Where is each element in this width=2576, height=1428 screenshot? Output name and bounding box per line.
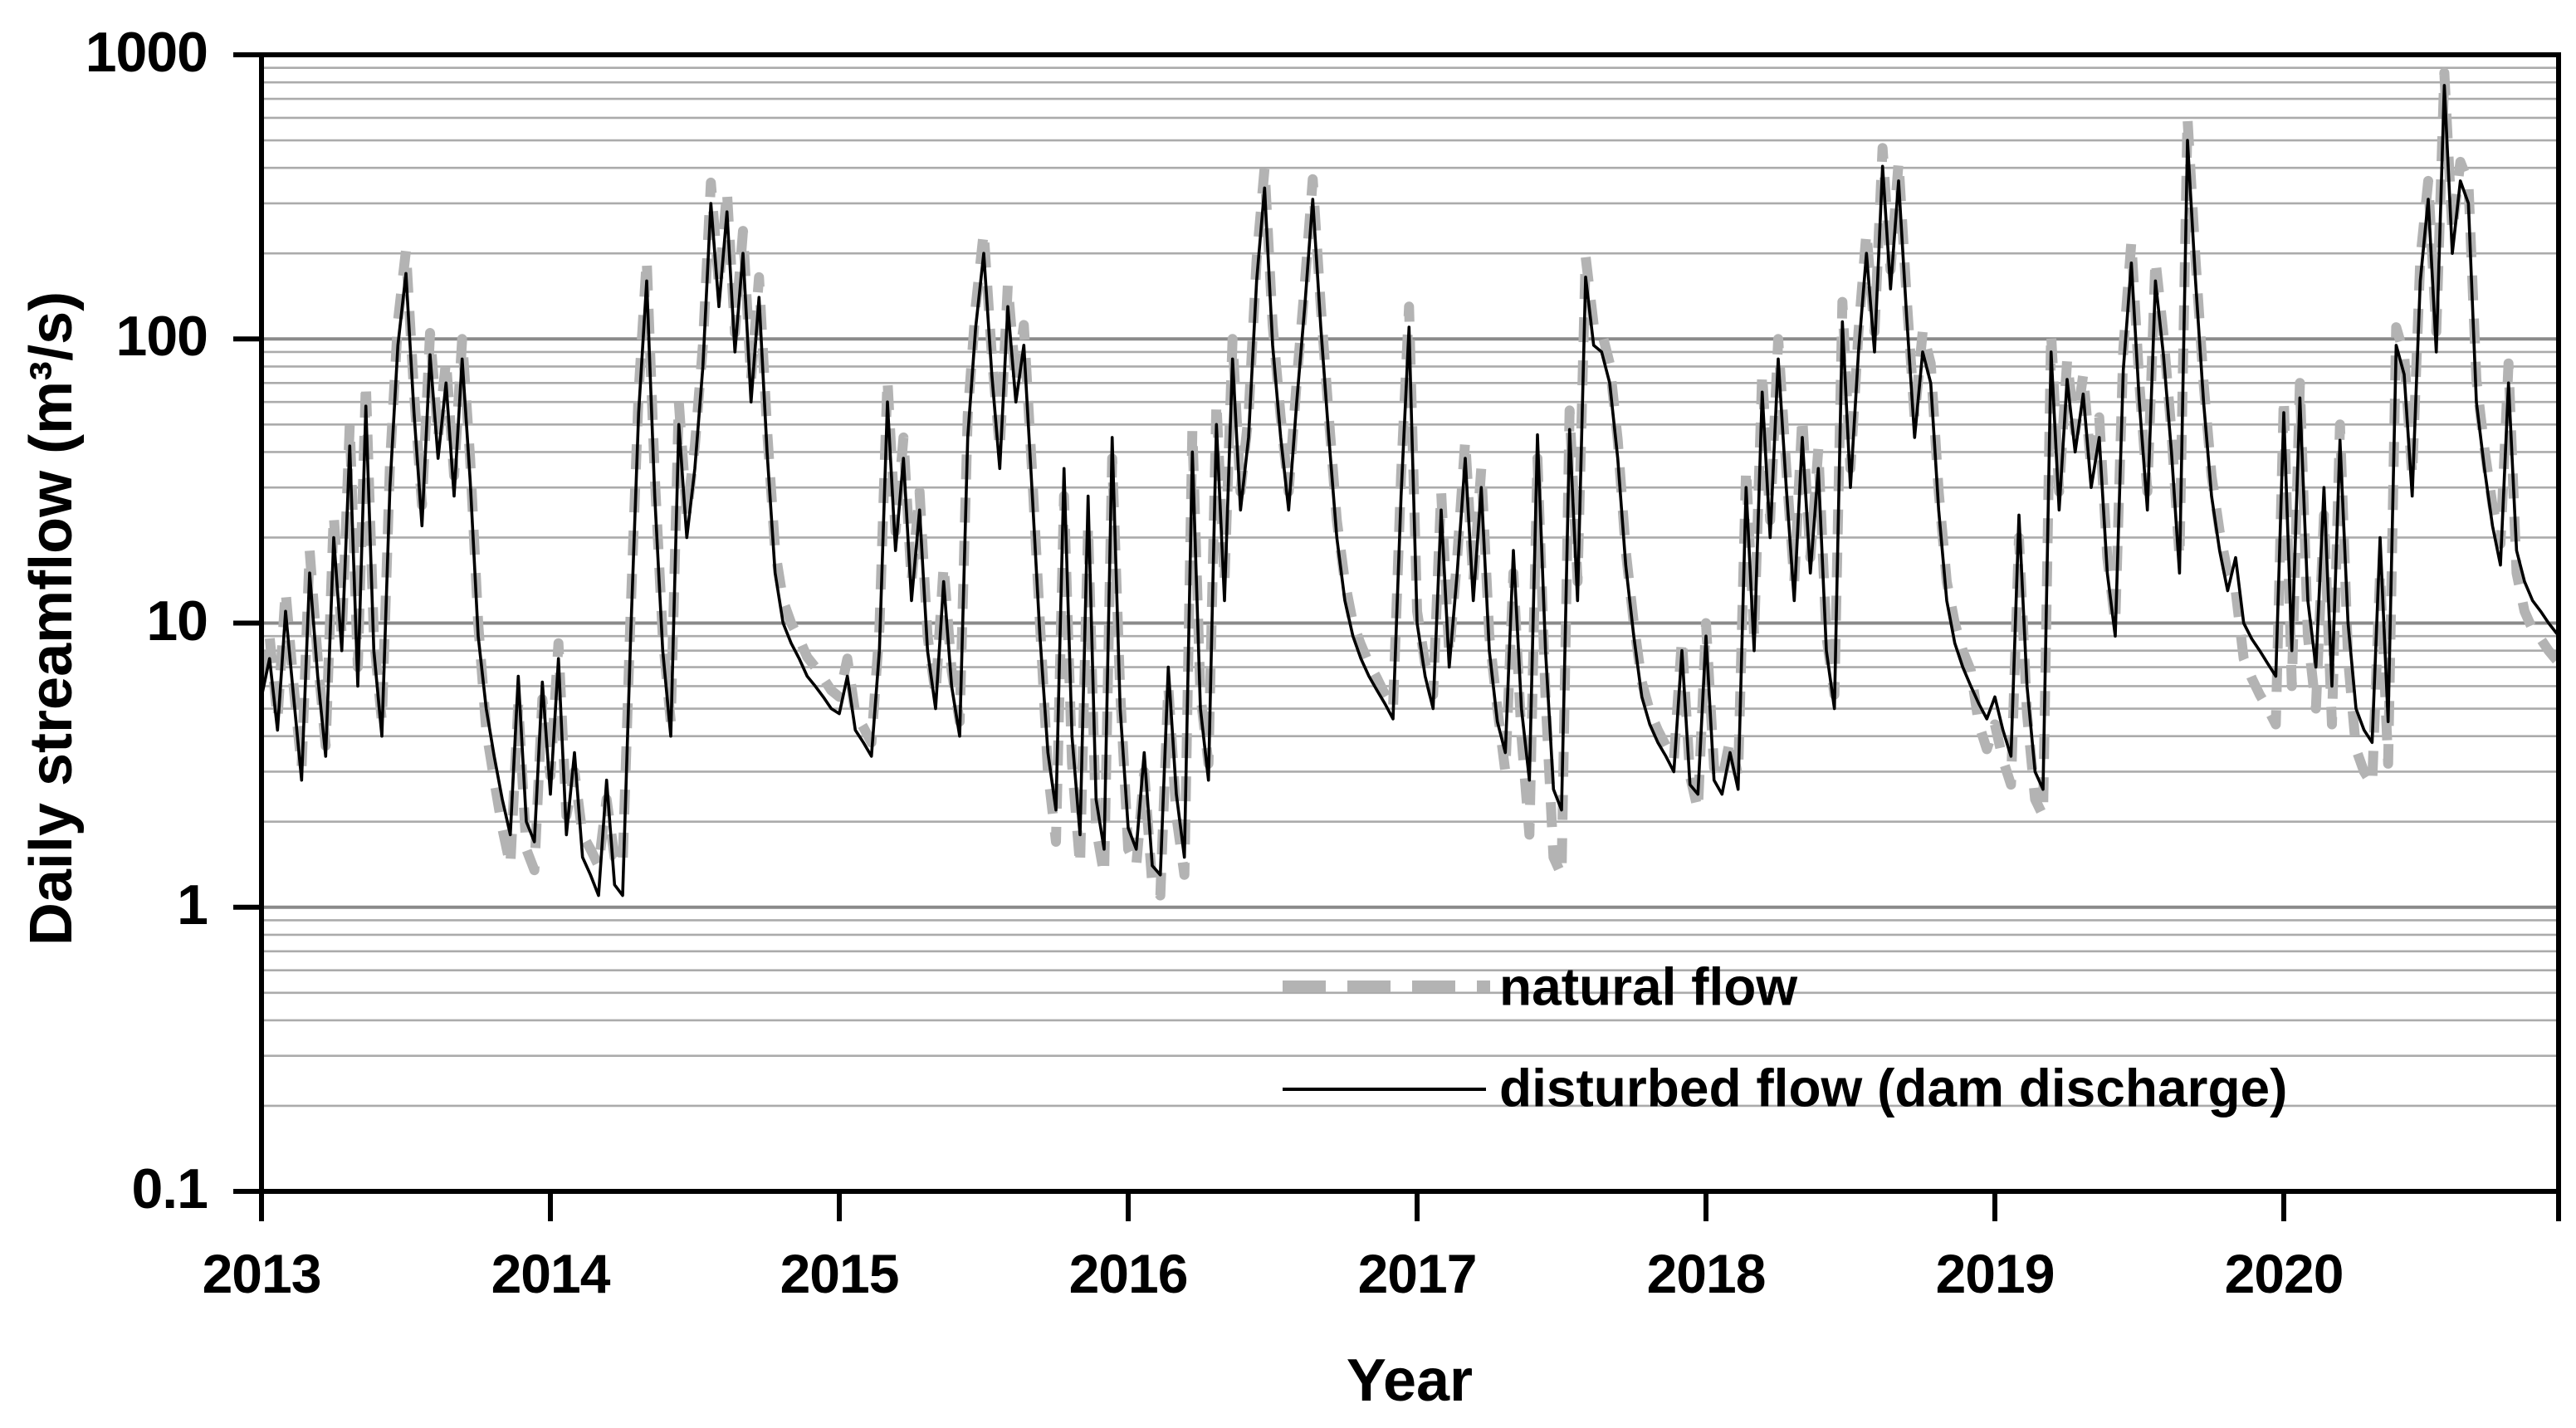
x-tick-label: 2020 (2224, 1243, 2344, 1304)
series-group (262, 67, 2559, 901)
legend-label-natural-flow: natural flow (1499, 956, 1798, 1017)
legend-label-disturbed-flow: disturbed flow (dam discharge) (1499, 1058, 2288, 1118)
y-tick-label: 1 (177, 873, 208, 937)
x-tick-label: 2017 (1357, 1243, 1478, 1304)
y-tick-label: 10 (146, 589, 208, 653)
disturbed-flow-line (262, 84, 2559, 897)
x-tick-label: 2018 (1646, 1243, 1767, 1304)
x-tick-label: 2013 (202, 1243, 322, 1304)
y-tick-label: 1000 (85, 20, 208, 84)
y-tick-label: 0.1 (131, 1157, 208, 1220)
x-tick-label: 2015 (780, 1243, 900, 1304)
x-axis-title: Year (1346, 1347, 1474, 1414)
y-axis-title: Daily streamflow (m³/s) (18, 291, 85, 946)
x-tick-label: 2016 (1068, 1243, 1189, 1304)
y-tick-label: 100 (115, 305, 208, 369)
x-tick-label: 2019 (1935, 1243, 2055, 1304)
x-tick-label: 2014 (491, 1243, 611, 1304)
